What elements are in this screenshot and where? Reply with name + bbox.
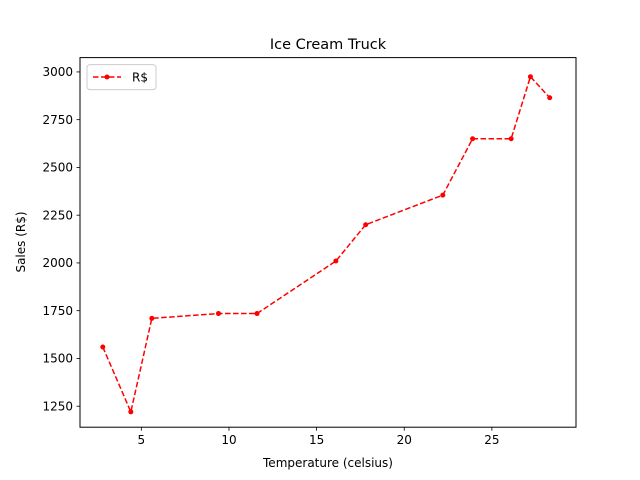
data-point [508, 136, 514, 142]
x-tick-label: 25 [484, 433, 499, 447]
legend-marker-sample [104, 74, 110, 80]
data-point [363, 222, 369, 228]
y-tick-label: 2750 [42, 113, 73, 127]
x-tick-label: 5 [138, 433, 146, 447]
y-tick-label: 1250 [42, 399, 73, 413]
x-axis-ticks: 5 10 15 20 25 [138, 427, 500, 447]
y-axis-ticks: 1250 1500 1750 2000 2250 2500 2750 3000 [42, 65, 80, 413]
data-point [527, 74, 533, 80]
y-tick-label: 3000 [42, 65, 73, 79]
x-tick-label: 15 [309, 433, 324, 447]
y-axis-label: Sales (R$) [14, 211, 28, 272]
x-axis-label: Temperature (celsius) [262, 456, 393, 470]
x-tick-label: 10 [221, 433, 236, 447]
y-tick-label: 2250 [42, 208, 73, 222]
legend-box [86, 64, 157, 91]
y-tick-label: 1750 [42, 304, 73, 318]
data-point [254, 311, 260, 317]
y-tick-label: 2500 [42, 161, 73, 175]
y-tick-label: 2000 [42, 256, 73, 270]
x-tick-label: 20 [397, 433, 412, 447]
legend: R$ [86, 64, 157, 91]
plot-area-frame [79, 57, 577, 428]
data-point [215, 311, 221, 317]
legend-label: R$ [132, 71, 148, 85]
series-line [102, 75, 551, 415]
data-point [440, 192, 446, 198]
data-point [149, 315, 155, 321]
series-layer [100, 74, 553, 415]
data-point [547, 95, 553, 101]
y-tick-label: 1500 [42, 352, 73, 366]
data-point [100, 344, 106, 350]
chart-title: Ice Cream Truck [270, 37, 387, 53]
data-point [470, 136, 476, 142]
data-point [128, 409, 134, 415]
data-point [333, 258, 339, 264]
